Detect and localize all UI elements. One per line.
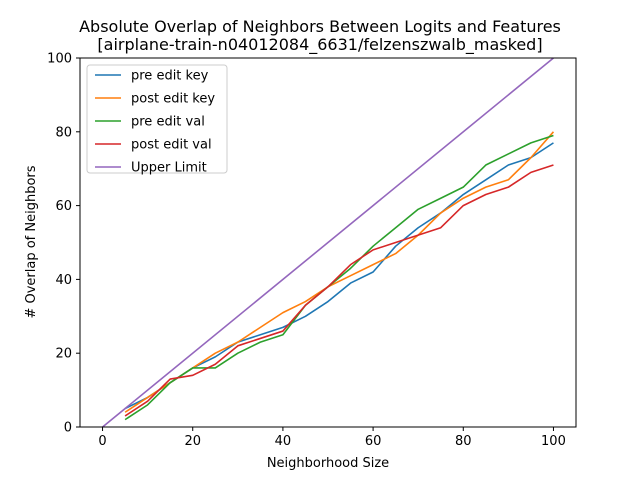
- series-line-upper-limit: [102, 57, 554, 428]
- legend: pre edit key post edit key pre edit val pos…: [86, 64, 228, 176]
- x-tick-label: 20: [184, 434, 201, 449]
- y-axis-ticks: 0 20 40 60 80 100: [47, 52, 80, 436]
- legend-label-post-edit-key: post edit key: [131, 92, 215, 107]
- y-tick-label: 100: [47, 52, 72, 67]
- y-tick-label: 80: [55, 125, 72, 140]
- series-line-pre-edit-val: [124, 134, 554, 421]
- chart-title: Absolute Overlap of Neighbors Between Lo…: [79, 17, 561, 36]
- legend-label-pre-edit-val: pre edit val: [131, 115, 205, 130]
- x-tick-label: 80: [455, 434, 472, 449]
- x-tick-label: 40: [275, 434, 292, 449]
- series-line-post-edit-val: [124, 164, 554, 417]
- series-layer: [102, 57, 555, 428]
- x-tick-label: 100: [541, 434, 566, 449]
- chart-subtitle: [airplane-train-n04012084_6631/felzenszw…: [97, 35, 542, 55]
- legend-box: [86, 64, 228, 174]
- legend-label-post-edit-val: post edit val: [131, 138, 212, 153]
- x-tick-label: 60: [365, 434, 382, 449]
- plot-frame: [79, 57, 577, 428]
- y-tick-label: 40: [55, 273, 72, 288]
- series-line-post-edit-key: [124, 131, 555, 413]
- x-tick-label: 0: [98, 434, 106, 449]
- x-axis-ticks: 0 20 40 60 80 100: [98, 427, 566, 449]
- x-axis-label: Neighborhood Size: [267, 456, 389, 471]
- legend-label-pre-edit-key: pre edit key: [131, 69, 209, 84]
- y-tick-label: 20: [55, 347, 72, 362]
- legend-label-upper-limit: Upper Limit: [131, 161, 207, 176]
- y-axis-label: # Overlap of Neighbors: [24, 165, 39, 318]
- y-tick-label: 0: [64, 421, 72, 436]
- y-tick-label: 60: [55, 199, 72, 214]
